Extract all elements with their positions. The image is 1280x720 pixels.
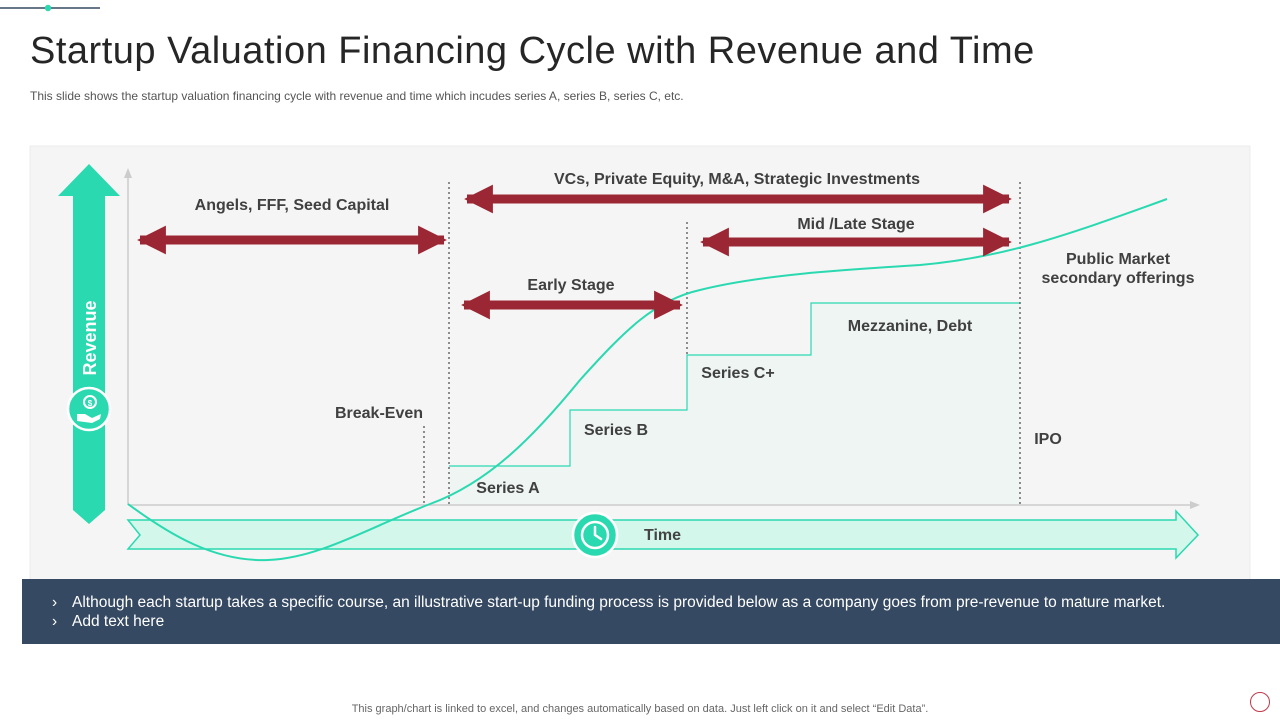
note-bar: › Although each startup takes a specific … xyxy=(22,579,1280,644)
note-placeholder-text[interactable]: Add text here xyxy=(72,613,165,630)
revenue-label: Revenue xyxy=(80,300,100,375)
note-item: › Although each startup takes a specific … xyxy=(52,593,1280,612)
public-market-label-line2: secondary offerings xyxy=(1042,270,1195,287)
mid-late-range-label: Mid /Late Stage xyxy=(797,216,914,233)
funding-steps-outline xyxy=(449,302,1020,467)
early-range-label: Early Stage xyxy=(527,277,614,294)
break-even-label: Break-Even xyxy=(335,405,423,422)
footer-note: This graph/chart is linked to excel, and… xyxy=(351,703,929,715)
time-label: Time xyxy=(644,527,681,544)
note-list: › Although each startup takes a specific … xyxy=(52,593,1280,631)
money-hand-icon: $ xyxy=(66,386,112,432)
note-text: Although each startup takes a specific c… xyxy=(72,594,1166,611)
diagram-panel xyxy=(29,145,1251,581)
svg-text:$: $ xyxy=(88,399,93,408)
series-c-label: Series C+ xyxy=(701,365,774,382)
page-subtitle: This slide shows the startup valuation f… xyxy=(30,89,684,103)
seed-range-label: Angels, FFF, Seed Capital xyxy=(195,197,390,214)
revenue-growth-curve xyxy=(127,198,1168,562)
note-item[interactable]: › Add text here xyxy=(52,612,1280,631)
top-accent-line xyxy=(0,4,100,12)
funding-steps-area xyxy=(449,303,1020,504)
clock-icon xyxy=(571,511,619,559)
corner-circle-icon xyxy=(1250,692,1270,712)
series-a-label: Series A xyxy=(476,480,540,497)
revenue-arrow xyxy=(58,164,120,524)
public-market-label-line1: Public Market xyxy=(1066,251,1171,268)
vc-range-label: VCs, Private Equity, M&A, Strategic Inve… xyxy=(554,171,920,188)
chevron-right-icon: › xyxy=(52,594,58,611)
mezzanine-label: Mezzanine, Debt xyxy=(848,318,973,335)
time-arrow xyxy=(126,509,1200,560)
series-b-label: Series B xyxy=(584,422,648,439)
ipo-label: IPO xyxy=(1034,431,1062,448)
chevron-right-icon: › xyxy=(52,613,58,630)
page-title: Startup Valuation Financing Cycle with R… xyxy=(30,30,1035,72)
